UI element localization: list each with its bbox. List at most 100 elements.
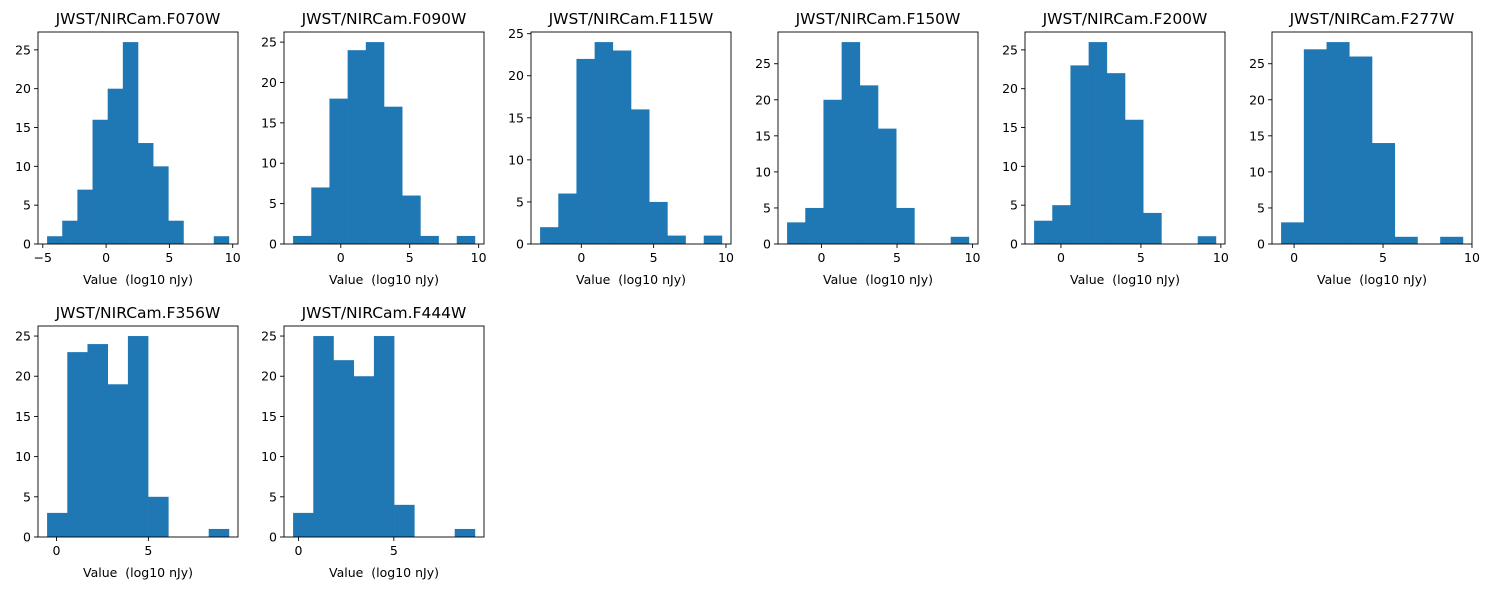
x-tick-label: 10 (718, 250, 734, 265)
histogram-bar (329, 98, 348, 244)
y-tick-label: 20 (15, 369, 31, 384)
histogram-bar (1303, 49, 1327, 244)
histogram-bar (62, 220, 78, 244)
histogram-bar (896, 207, 915, 244)
panel-title: JWST/NIRCam.F277W (1289, 10, 1455, 28)
axes-frame (37, 325, 239, 538)
y-tick-label: 20 (261, 369, 277, 384)
y-tick-label: 25 (508, 26, 524, 41)
histogram-bar (823, 99, 842, 244)
histogram-bar (1143, 212, 1162, 244)
axes-frame (283, 31, 485, 245)
y-tick-label: 10 (15, 449, 31, 464)
histogram-panel: 0 5 10 0 5 10 15 20 25 JWST/NIRCam.F200W Value (lo… (1002, 10, 1229, 287)
x-tick-label: 5 (390, 543, 398, 558)
y-tick-label: 0 (23, 530, 31, 545)
histogram-bar (1052, 205, 1071, 244)
y-tick-label: 25 (1002, 42, 1018, 57)
histogram-bar (420, 235, 439, 244)
y-tick-label: 20 (261, 75, 277, 90)
histogram-panel: 0 5 10 0 5 10 15 20 25 JWST/NIRCam.F277W Value (lo… (1249, 10, 1480, 287)
y-tick-label: 5 (516, 194, 524, 209)
histogram-bar (293, 235, 312, 244)
histogram-bar (365, 42, 385, 244)
y-tick-label: 5 (23, 489, 31, 504)
axes-frame (37, 31, 239, 245)
histogram-bar (168, 220, 184, 244)
histogram-bar (394, 504, 415, 537)
histogram-bar (454, 528, 476, 537)
axes-frame (530, 31, 732, 245)
x-tick-label: 5 (406, 250, 414, 265)
x-tick-label: 5 (144, 543, 152, 558)
histogram-bar (1326, 42, 1350, 244)
x-tick-label: 0 (294, 543, 302, 558)
axes-frame (283, 325, 485, 538)
histogram-bar (373, 336, 395, 537)
histogram-bar (1281, 222, 1305, 244)
histogram-bar (148, 496, 169, 537)
x-tick-label: 0 (52, 543, 60, 558)
histogram-bar (333, 360, 354, 537)
x-tick-label: 0 (818, 250, 826, 265)
histogram-bar (703, 235, 723, 244)
y-tick-label: 0 (1257, 237, 1265, 252)
histogram-bar (311, 187, 330, 244)
y-tick-label: 0 (269, 530, 277, 545)
axes-frame (1024, 31, 1226, 245)
histogram-bar (77, 189, 93, 244)
y-tick-label: 10 (261, 449, 277, 464)
x-tick-label: 10 (965, 250, 981, 265)
y-tick-label: 0 (269, 237, 277, 252)
histogram-panel: 0 5 0 5 10 15 20 25 JWST/NIRCam.F356W Value (log1… (15, 304, 239, 580)
x-axis-label: Value (log10 nJy) (329, 565, 439, 580)
y-tick-label: 5 (1257, 200, 1265, 215)
x-tick-label: −5 (34, 250, 52, 265)
panel-title: JWST/NIRCam.F444W (301, 304, 467, 322)
panel-title: JWST/NIRCam.F200W (1042, 10, 1208, 28)
x-axis-label: Value (log10 nJy) (1317, 272, 1427, 287)
histogram-panel: 0 5 10 0 5 10 15 20 25 JWST/NIRCam.F115W Value (lo… (508, 10, 734, 287)
histogram-bar (1394, 236, 1418, 244)
histogram-bar (402, 195, 421, 244)
histogram-bar (1372, 143, 1396, 244)
y-tick-label: 5 (1010, 198, 1018, 213)
y-tick-label: 10 (1002, 159, 1018, 174)
y-tick-label: 10 (261, 156, 277, 171)
histogram-bar (667, 235, 686, 244)
histogram-bar (67, 352, 88, 537)
y-tick-label: 10 (755, 164, 771, 179)
x-tick-label: 5 (1379, 250, 1387, 265)
histogram-bar (313, 336, 334, 537)
histogram-bar (107, 88, 124, 244)
y-tick-label: 0 (516, 237, 524, 252)
histogram-bar (576, 58, 595, 244)
histogram-bar (122, 42, 139, 244)
y-tick-label: 15 (261, 115, 277, 130)
axes-frame (777, 31, 979, 245)
x-tick-label: 5 (893, 250, 901, 265)
histogram-bar (47, 512, 68, 537)
x-axis-label: Value (log10 nJy) (823, 272, 933, 287)
x-axis-label: Value (log10 nJy) (83, 565, 193, 580)
histogram-bar (138, 143, 154, 244)
y-tick-label: 25 (15, 42, 31, 57)
histogram-bar (649, 201, 668, 244)
x-tick-label: 0 (1290, 250, 1298, 265)
histogram-bar (859, 85, 879, 245)
panel-title: JWST/NIRCam.F150W (795, 10, 961, 28)
histogram-bar (127, 336, 149, 537)
panel-title: JWST/NIRCam.F356W (55, 304, 221, 322)
y-tick-label: 5 (269, 196, 277, 211)
x-tick-label: 10 (225, 250, 241, 265)
y-tick-label: 20 (1249, 92, 1265, 107)
histogram-bar (1197, 236, 1217, 244)
histogram-bar (631, 109, 650, 245)
histogram-bar (594, 42, 614, 244)
y-tick-label: 10 (508, 152, 524, 167)
y-tick-label: 15 (1002, 120, 1018, 135)
y-tick-label: 15 (755, 128, 771, 143)
panel-title: JWST/NIRCam.F090W (301, 10, 467, 28)
